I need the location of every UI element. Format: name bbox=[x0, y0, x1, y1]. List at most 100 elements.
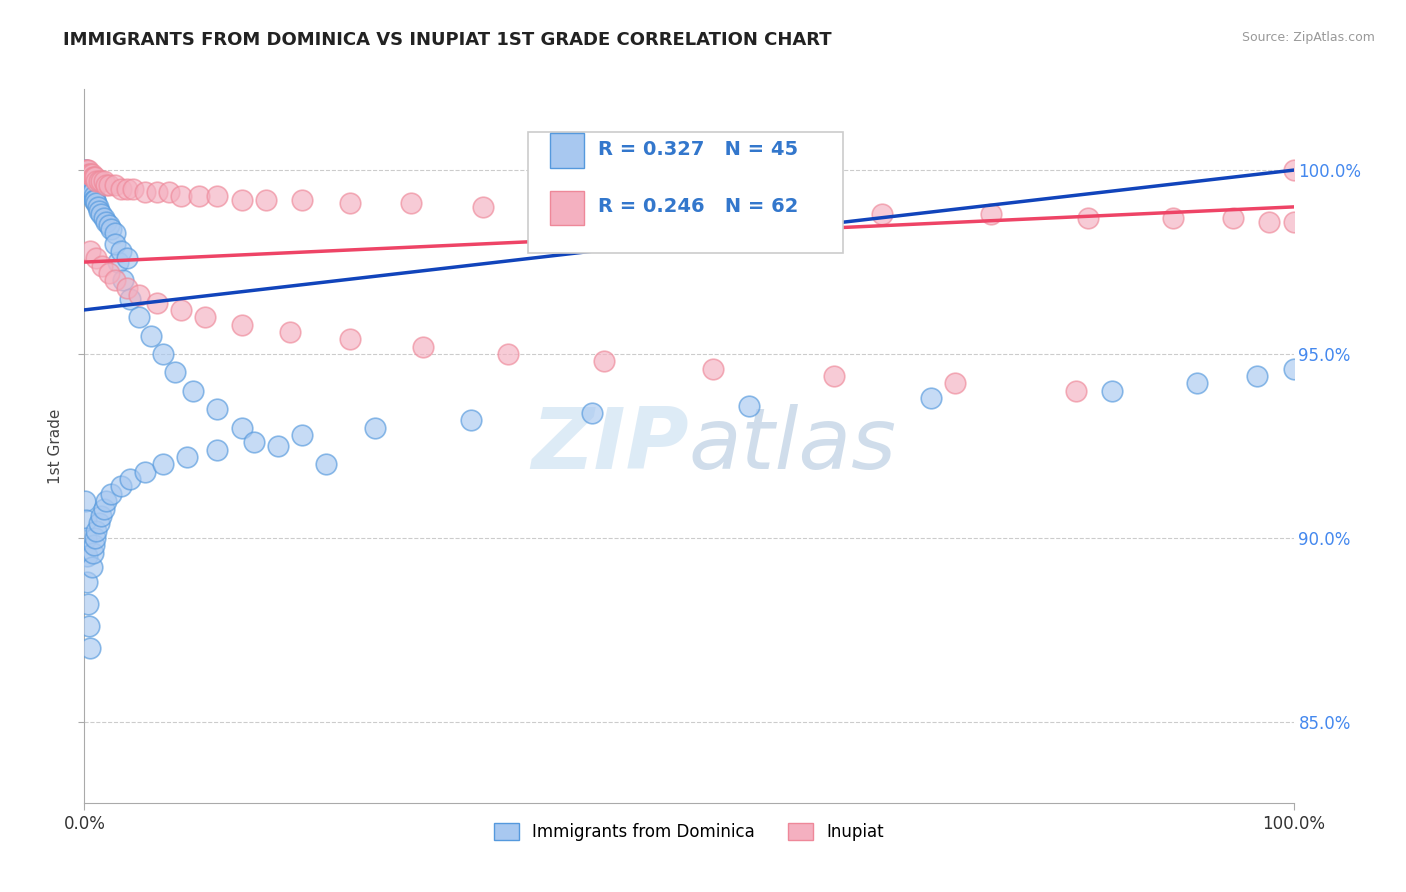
Point bbox=[104, 273, 127, 287]
Point bbox=[75, 531, 97, 545]
Point bbox=[120, 292, 142, 306]
Point bbox=[82, 185, 104, 199]
Point bbox=[104, 178, 127, 192]
Point bbox=[1161, 211, 1184, 225]
Point bbox=[207, 189, 229, 203]
Point bbox=[94, 178, 117, 192]
Text: atlas: atlas bbox=[689, 404, 897, 488]
Point bbox=[83, 189, 105, 203]
Point bbox=[593, 354, 616, 368]
Point bbox=[231, 193, 253, 207]
Point bbox=[1222, 211, 1244, 225]
Point bbox=[120, 472, 142, 486]
Point bbox=[110, 244, 132, 258]
Point bbox=[86, 252, 108, 266]
Point bbox=[139, 328, 162, 343]
Point bbox=[100, 222, 122, 236]
Point bbox=[134, 185, 156, 199]
Point bbox=[100, 487, 122, 501]
Point bbox=[1064, 384, 1087, 398]
Point bbox=[93, 174, 115, 188]
Point bbox=[97, 178, 120, 192]
Point bbox=[86, 524, 108, 538]
Point bbox=[76, 174, 98, 188]
Point bbox=[80, 185, 103, 199]
Point bbox=[97, 266, 120, 280]
Point bbox=[496, 347, 519, 361]
Point bbox=[557, 200, 579, 214]
Point bbox=[654, 203, 676, 218]
Point bbox=[170, 189, 193, 203]
Point bbox=[920, 391, 942, 405]
Point bbox=[83, 193, 105, 207]
Point bbox=[75, 167, 97, 181]
Point bbox=[399, 196, 422, 211]
Legend: Immigrants from Dominica, Inupiat: Immigrants from Dominica, Inupiat bbox=[486, 816, 891, 848]
Point bbox=[82, 546, 104, 560]
Point bbox=[91, 259, 114, 273]
Point bbox=[207, 442, 229, 457]
Point bbox=[980, 207, 1002, 221]
Point bbox=[80, 181, 103, 195]
Point bbox=[84, 170, 107, 185]
FancyBboxPatch shape bbox=[550, 134, 583, 168]
Point bbox=[1246, 369, 1268, 384]
Point bbox=[97, 219, 120, 233]
Point bbox=[207, 402, 229, 417]
Point bbox=[94, 494, 117, 508]
Point bbox=[1185, 376, 1208, 391]
Text: R = 0.327   N = 45: R = 0.327 N = 45 bbox=[599, 140, 799, 160]
Point bbox=[76, 163, 98, 178]
Point bbox=[170, 302, 193, 317]
Point bbox=[1282, 214, 1305, 228]
Point bbox=[75, 170, 97, 185]
Point bbox=[73, 163, 96, 178]
Point bbox=[94, 214, 117, 228]
Point bbox=[943, 376, 966, 391]
Point bbox=[77, 619, 100, 633]
Point bbox=[1282, 361, 1305, 376]
Point bbox=[146, 185, 169, 199]
Point bbox=[291, 428, 314, 442]
Point bbox=[86, 196, 108, 211]
Point bbox=[75, 163, 97, 178]
Point bbox=[278, 325, 301, 339]
Point bbox=[762, 203, 785, 218]
Point bbox=[86, 174, 108, 188]
Point bbox=[77, 174, 100, 188]
Point bbox=[315, 458, 337, 472]
Point bbox=[107, 255, 129, 269]
Point bbox=[110, 479, 132, 493]
Text: Source: ZipAtlas.com: Source: ZipAtlas.com bbox=[1241, 31, 1375, 45]
Point bbox=[254, 193, 277, 207]
Point bbox=[79, 641, 101, 656]
Text: IMMIGRANTS FROM DOMINICA VS INUPIAT 1ST GRADE CORRELATION CHART: IMMIGRANTS FROM DOMINICA VS INUPIAT 1ST … bbox=[63, 31, 832, 49]
Point bbox=[823, 369, 845, 384]
Point bbox=[152, 458, 174, 472]
Point bbox=[152, 347, 174, 361]
Point bbox=[134, 465, 156, 479]
Point bbox=[115, 252, 138, 266]
Point bbox=[872, 207, 894, 221]
Point bbox=[188, 189, 211, 203]
Point bbox=[128, 288, 150, 302]
Point bbox=[83, 170, 105, 185]
Point bbox=[83, 538, 105, 552]
Point bbox=[291, 193, 314, 207]
Point bbox=[146, 295, 169, 310]
Point bbox=[104, 236, 127, 251]
Point bbox=[79, 181, 101, 195]
Point bbox=[76, 167, 98, 181]
Point bbox=[176, 450, 198, 464]
Point bbox=[76, 170, 98, 185]
Point bbox=[77, 167, 100, 181]
Point bbox=[87, 516, 110, 531]
Point bbox=[73, 494, 96, 508]
Point bbox=[75, 512, 97, 526]
Point bbox=[460, 413, 482, 427]
Point bbox=[363, 420, 385, 434]
Point bbox=[1101, 384, 1123, 398]
Point bbox=[93, 501, 115, 516]
Point bbox=[87, 203, 110, 218]
Point bbox=[267, 439, 290, 453]
